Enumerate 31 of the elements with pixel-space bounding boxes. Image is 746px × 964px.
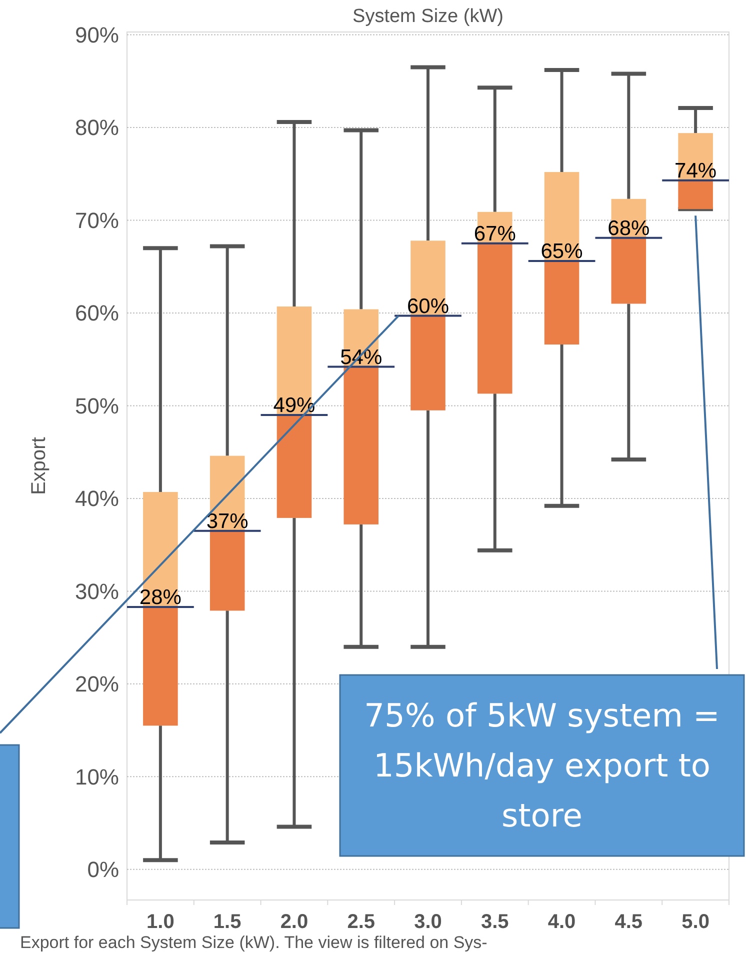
y-tick-label: 30% — [74, 578, 119, 604]
text: 65% — [540, 240, 583, 264]
y-tick-label: 80% — [74, 115, 119, 140]
text: 67% — [474, 222, 516, 246]
x-tick-label: 4.5 — [614, 911, 643, 933]
x-tick-label: 2.0 — [280, 911, 308, 933]
x-tick-label: 2.5 — [347, 911, 376, 933]
y-tick-label: 10% — [74, 764, 119, 790]
y-axis-title: Export — [28, 436, 50, 495]
y-tick-label: 50% — [74, 393, 119, 418]
text: 60% — [406, 294, 450, 318]
text: 49% — [273, 394, 316, 417]
text: Export for each System Size (kW). The view is filtered on Sys- — [20, 933, 488, 952]
x-tick-label: 3.0 — [414, 911, 442, 933]
annotation: 75% of 5kW system = 15kWh/day export to store — [364, 696, 720, 835]
x-tick-label: 1.5 — [213, 911, 242, 933]
text: 68% — [608, 216, 650, 240]
text: 74% — [674, 159, 717, 182]
x-tick-label: 1.0 — [146, 911, 174, 933]
y-tick-label: 60% — [74, 300, 119, 326]
text: 37% — [206, 510, 248, 533]
x-tick-label: 4.0 — [548, 911, 576, 933]
y-tick-label: 20% — [74, 672, 119, 697]
y-tick-label: 90% — [74, 22, 119, 48]
y-tick-label: 70% — [74, 208, 119, 233]
x-tick-label: 5.0 — [682, 911, 710, 933]
y-tick-label: 0% — [87, 857, 119, 882]
x-tick-label: 3.5 — [480, 911, 509, 933]
y-tick-label: 40% — [74, 486, 119, 512]
text: 28% — [139, 586, 182, 609]
chart-title: System Size (kW) — [352, 6, 504, 27]
